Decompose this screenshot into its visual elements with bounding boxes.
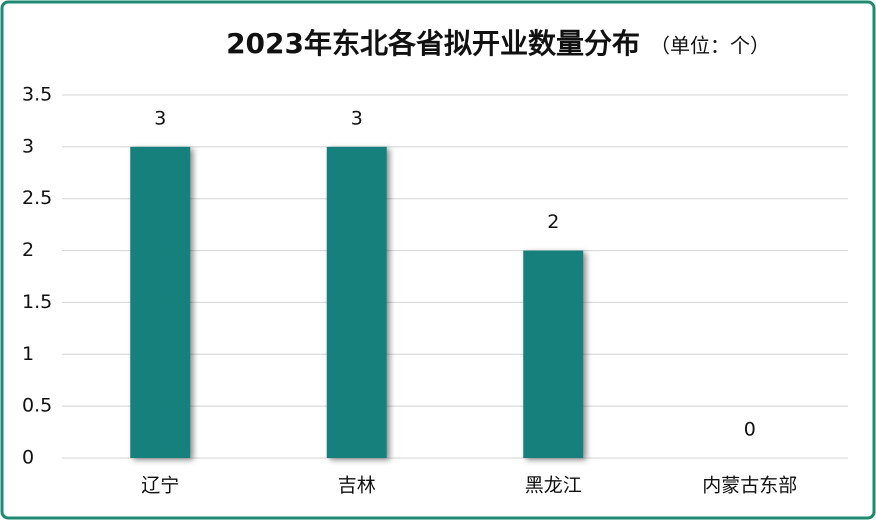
x-tick-label: 吉林 (338, 475, 376, 497)
y-tick-label: 1.5 (22, 291, 52, 313)
value-label: 0 (744, 419, 756, 441)
y-tick-label: 3.5 (22, 84, 52, 106)
y-tick-label: 2.5 (22, 187, 52, 209)
x-tick-label: 黑龙江 (525, 475, 582, 497)
y-tick-label: 0.5 (22, 395, 52, 417)
value-label: 3 (154, 107, 166, 129)
y-tick-label: 1 (22, 343, 34, 365)
chart-subtitle: （单位：个） (650, 34, 770, 58)
y-tick-label: 3 (22, 135, 34, 157)
bar (326, 146, 387, 458)
value-label: 3 (351, 107, 363, 129)
bar (523, 250, 584, 458)
x-tick-label: 内蒙古东部 (702, 475, 797, 497)
y-tick-label: 0 (22, 447, 34, 469)
chart-title: 2023年东北各省拟开业数量分布 (226, 27, 640, 60)
y-tick-label: 2 (22, 239, 34, 261)
value-label: 2 (547, 211, 559, 233)
bar (130, 146, 191, 458)
x-tick-label: 辽宁 (141, 475, 179, 497)
